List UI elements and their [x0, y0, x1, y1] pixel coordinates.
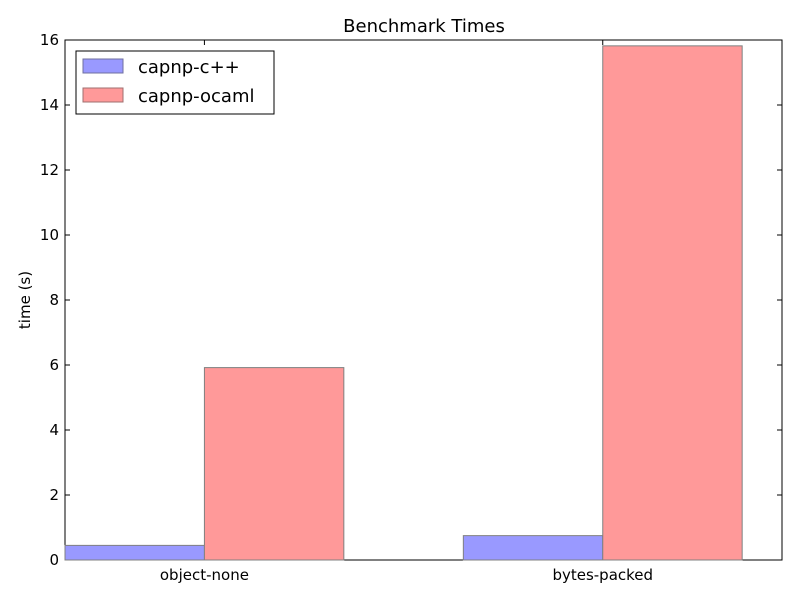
y-tick-label: 4	[49, 421, 59, 439]
y-tick-label: 0	[49, 551, 59, 569]
x-tick-label: bytes-packed	[552, 566, 653, 584]
y-tick-label: 8	[49, 291, 59, 309]
legend-swatch-capnp-cpp	[82, 58, 124, 74]
axis-ticks: 0 2 4 6 8 10 12 14 16 object-none bytes-packed	[40, 31, 782, 584]
chart-title: Benchmark Times	[343, 16, 505, 37]
bar-capnp-c--bytes-packed	[462, 535, 604, 561]
y-tick-label: 2	[49, 486, 59, 504]
x-tick-label: object-none	[160, 566, 249, 584]
legend-swatch-capnp-ocaml	[82, 87, 124, 103]
legend: capnp-c++ capnp-ocaml	[75, 50, 275, 115]
bar-capnp-ocaml-object-none	[203, 367, 345, 561]
y-tick-label: 6	[49, 356, 59, 374]
bar-capnp-c--object-none	[64, 544, 205, 561]
y-axis-label: time (s)	[16, 271, 34, 329]
bar-capnp-ocaml-bytes-packed	[602, 45, 743, 561]
y-tick-label: 10	[40, 226, 59, 244]
bars	[64, 45, 743, 561]
legend-label-capnp-cpp: capnp-c++	[138, 57, 240, 78]
legend-label-capnp-ocaml: capnp-ocaml	[138, 86, 255, 107]
y-tick-label: 14	[40, 96, 59, 114]
y-tick-label: 16	[40, 31, 59, 49]
y-tick-label: 12	[40, 161, 59, 179]
